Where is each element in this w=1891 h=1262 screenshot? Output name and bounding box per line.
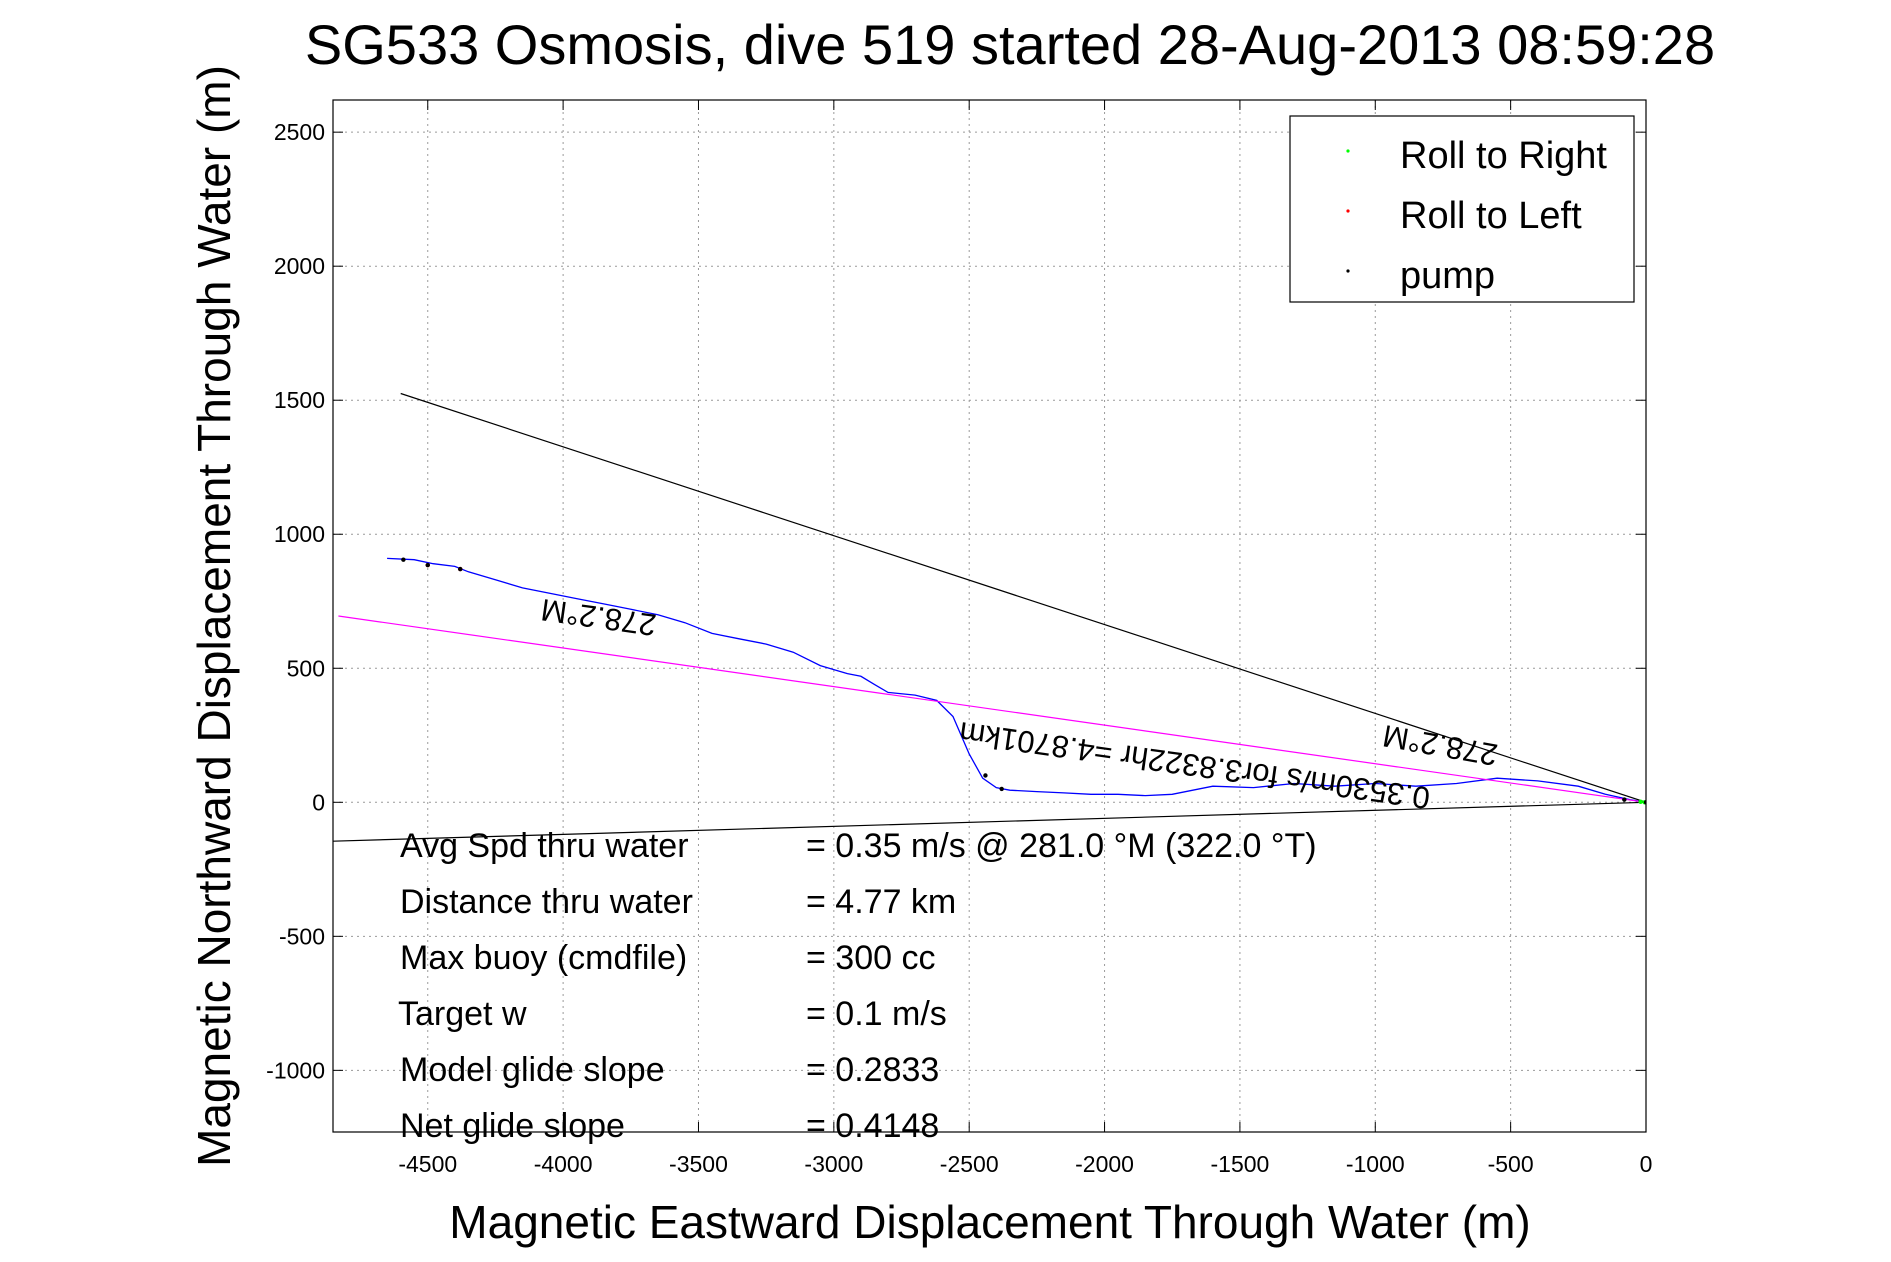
stat-label-4: Model glide slope bbox=[400, 1051, 665, 1089]
marker-pump bbox=[1622, 797, 1627, 802]
legend-marker-roll-right bbox=[1346, 149, 1350, 153]
marker-pump bbox=[425, 562, 430, 568]
x-tick-label: 0 bbox=[1640, 1151, 1653, 1177]
series-line-heading-line-lower bbox=[333, 801, 1646, 842]
legend: Roll to Right Roll to Left pump bbox=[1289, 115, 1635, 303]
stat-label-2: Max buoy (cmdfile) bbox=[400, 939, 687, 977]
x-tick-label: -3500 bbox=[669, 1151, 728, 1177]
stat-value-3: = 0.1 m/s bbox=[806, 995, 947, 1033]
x-tick-label: -4000 bbox=[534, 1151, 593, 1177]
series-line-heading-line-upper bbox=[400, 392, 1646, 803]
marker-pump bbox=[401, 557, 406, 562]
stat-value-5: = 0.4148 bbox=[806, 1107, 939, 1145]
series-lines bbox=[333, 392, 1646, 842]
x-axis-label: Magnetic Eastward Displacement Through W… bbox=[449, 1196, 1530, 1248]
series-line-fit-line bbox=[338, 615, 1646, 803]
y-tick-label: -500 bbox=[279, 923, 325, 949]
y-tick-label: 1500 bbox=[274, 387, 325, 413]
stat-value-1: = 4.77 km bbox=[806, 883, 956, 921]
marker-pump bbox=[983, 773, 988, 778]
y-axis-label: Magnetic Northward Displacement Through … bbox=[188, 65, 240, 1167]
y-tick-label: 1000 bbox=[274, 521, 325, 547]
marker-roll-right bbox=[1638, 799, 1643, 804]
marker-pump bbox=[458, 566, 463, 572]
plot-frame bbox=[332, 99, 1647, 1133]
legend-label-pump: pump bbox=[1400, 255, 1495, 297]
y-tick-label: -1000 bbox=[266, 1057, 325, 1083]
x-tick-label: -2000 bbox=[1075, 1151, 1134, 1177]
legend-label-roll-right: Roll to Right bbox=[1400, 135, 1607, 177]
grid-lines bbox=[333, 100, 1647, 1132]
stat-label-5: Net glide slope bbox=[400, 1107, 625, 1145]
stat-label-0: Avg Spd thru water bbox=[400, 827, 689, 865]
axis-ticks: -4500 -4000 -3500 -3000 -2500 -2000 -1500 -1000… bbox=[266, 100, 1652, 1177]
chart-title: SG533 Osmosis, dive 519 started 28-Aug-2… bbox=[305, 13, 1715, 76]
legend-marker-pump bbox=[1346, 269, 1350, 273]
series-line-track bbox=[387, 557, 1646, 803]
stat-label-3: Target w bbox=[398, 995, 527, 1033]
x-tick-label: -500 bbox=[1488, 1151, 1534, 1177]
x-tick-label: -2500 bbox=[940, 1151, 999, 1177]
x-tick-label: -4500 bbox=[398, 1151, 457, 1177]
x-tick-label: -3000 bbox=[804, 1151, 863, 1177]
y-tick-label: 2000 bbox=[274, 253, 325, 279]
stat-value-0: = 0.35 m/s @ 281.0 °M (322.0 °T) bbox=[806, 827, 1317, 865]
dive-stats-block: Avg Spd thru water = 0.35 m/s @ 281.0 °M… bbox=[398, 827, 1317, 1145]
x-tick-label: -1000 bbox=[1346, 1151, 1405, 1177]
y-tick-label: 0 bbox=[312, 789, 325, 815]
x-tick-label: -1500 bbox=[1211, 1151, 1270, 1177]
y-tick-label: 2500 bbox=[274, 119, 325, 145]
marker-pump bbox=[999, 786, 1004, 792]
y-tick-label: 500 bbox=[287, 655, 325, 681]
stat-value-4: = 0.2833 bbox=[806, 1051, 939, 1089]
stat-label-1: Distance thru water bbox=[400, 883, 693, 921]
legend-marker-roll-left bbox=[1346, 209, 1350, 213]
series-markers bbox=[401, 557, 1646, 805]
stat-value-2: = 300 cc bbox=[806, 939, 935, 977]
legend-label-roll-left: Roll to Left bbox=[1400, 195, 1582, 237]
